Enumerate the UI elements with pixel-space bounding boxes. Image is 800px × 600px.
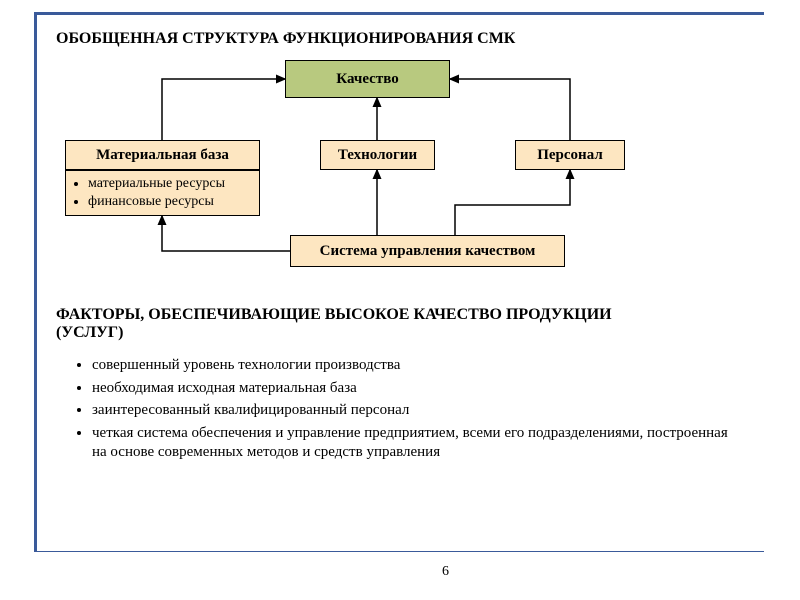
- factors-list: совершенный уровень технологии производс…: [70, 356, 730, 466]
- sublist-item: финансовые ресурсы: [88, 193, 253, 211]
- node-smk: Система управления качеством: [290, 235, 565, 267]
- sublist-item: материальные ресурсы: [88, 175, 253, 193]
- edge-smk-personnel: [455, 170, 570, 235]
- node-personnel: Персонал: [515, 140, 625, 170]
- factor-item: четкая система обеспечения и управление …: [92, 424, 730, 463]
- node-matbase-sublist: материальные ресурсыфинансовые ресурсы: [65, 170, 260, 216]
- node-tech: Технологии: [320, 140, 435, 170]
- edge-matbase-quality: [162, 79, 285, 140]
- edge-smk-matbase: [162, 216, 290, 251]
- factor-item: необходимая исходная материальная база: [92, 379, 730, 399]
- smk-diagram: Качество Материальная база Технологии Персо…: [55, 60, 695, 290]
- node-matbase: Материальная база: [65, 140, 260, 170]
- node-quality: Качество: [285, 60, 450, 98]
- page-number: 6: [442, 564, 449, 580]
- factor-item: заинтересованный квалифицированный персо…: [92, 401, 730, 421]
- edge-personnel-quality: [450, 79, 570, 140]
- factors-title: ФАКТОРЫ, ОБЕСПЕЧИВАЮЩИЕ ВЫСОКОЕ КАЧЕСТВО…: [56, 306, 616, 342]
- factor-item: совершенный уровень технологии производс…: [92, 356, 730, 376]
- main-title: ОБОБЩЕННАЯ СТРУКТУРА ФУНКЦИОНИРОВАНИЯ СМ…: [56, 30, 515, 48]
